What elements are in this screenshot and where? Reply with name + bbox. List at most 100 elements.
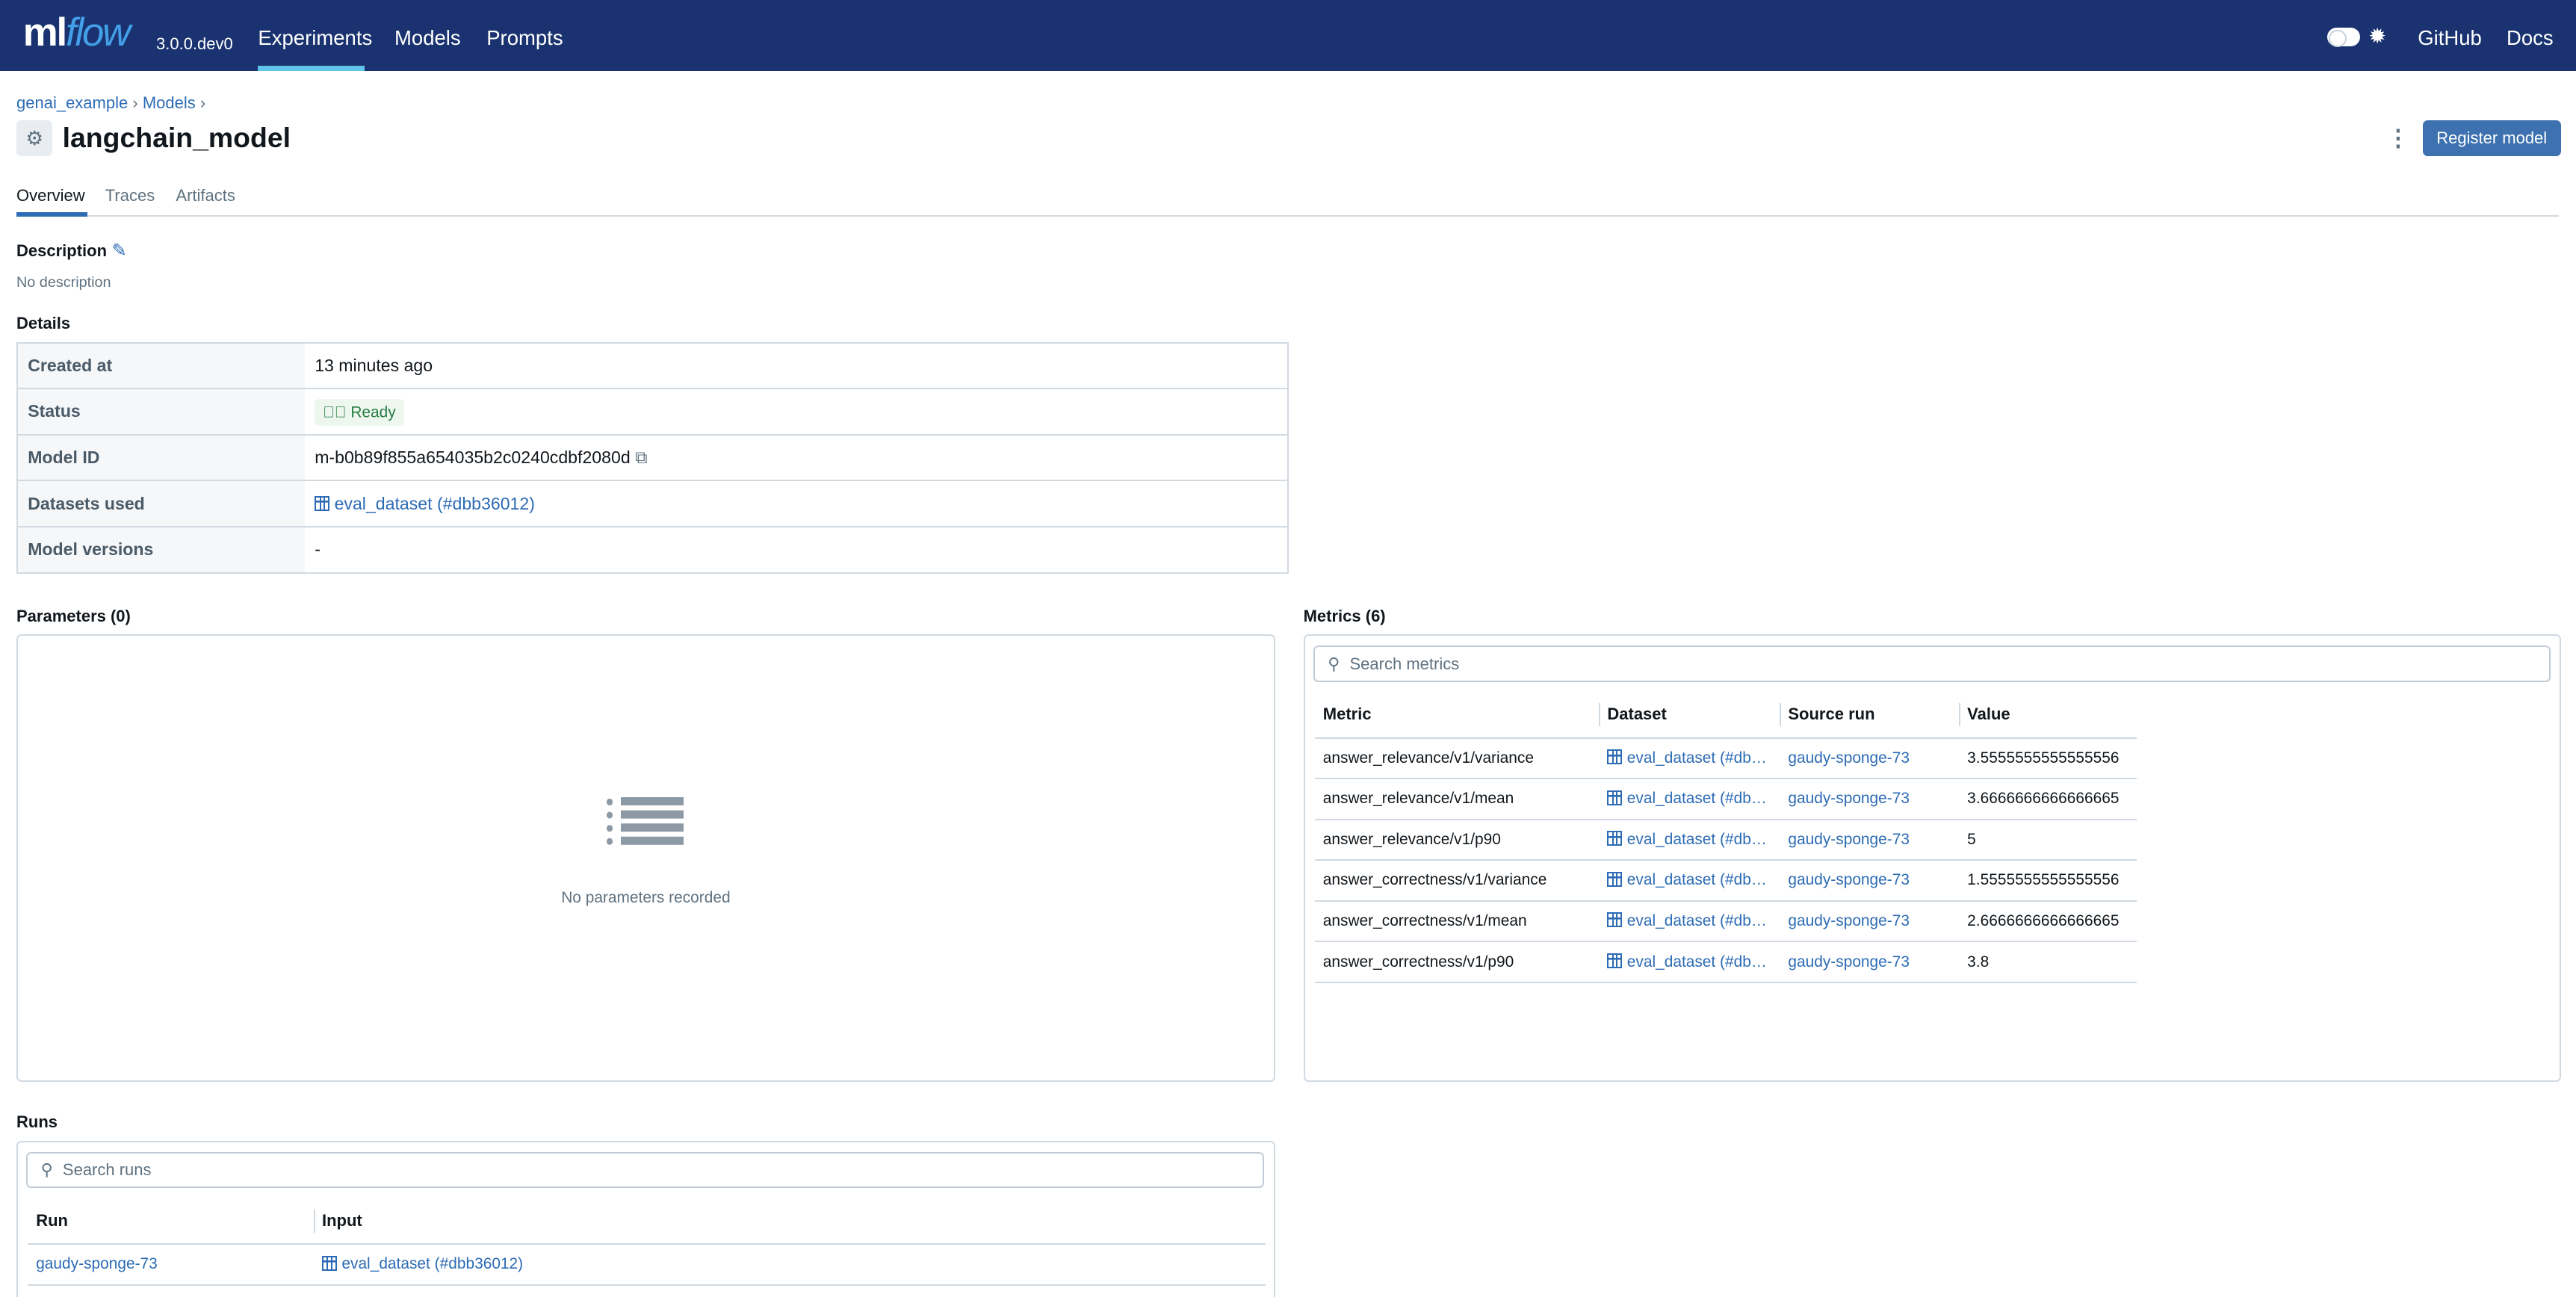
chevron-right-icon: › (132, 93, 143, 113)
source-run-link[interactable]: gaudy-sponge-73 (1780, 900, 1960, 943)
active-nav-indicator (258, 66, 365, 71)
col-dataset[interactable]: Dataset (1599, 691, 1780, 739)
metric-value: 3.5555555555555556 (1959, 737, 2137, 780)
search-placeholder: Search runs (62, 1160, 152, 1180)
metric-value: 3.8 (1959, 941, 2137, 983)
runs-heading: Runs (16, 1112, 58, 1132)
chevron-right-icon: › (199, 93, 206, 113)
table-row: answer_correctness/v1/variance eval_data… (1314, 860, 2137, 902)
metrics-table: Metric Dataset Source run Value answer_rele… (1314, 691, 2137, 983)
col-run[interactable]: Run (28, 1198, 314, 1245)
source-run-link[interactable]: gaudy-sponge-73 (1780, 819, 1960, 861)
table-row: answer_correctness/v1/p90 eval_dataset (… (1314, 941, 2137, 983)
metrics-heading: Metrics (6) (1303, 606, 1386, 625)
table-icon (1607, 749, 1623, 765)
details-table: Created at 13 minutes ago Status ✓⃝ Ready … (16, 341, 1289, 574)
col-input[interactable]: Input (313, 1198, 1266, 1245)
runs-panel: ⚲ Search runs Run Input gaudy-sponge-73 eva… (16, 1140, 1276, 1297)
details-row: Datasets used eval_dataset (#dbb36012) (17, 480, 1288, 527)
breadcrumb-experiment[interactable]: genai_example (16, 93, 129, 113)
parameters-heading: Parameters (0) (16, 606, 131, 625)
version-label: 3.0.0.dev0 (156, 34, 233, 54)
check-circle-icon: ✓⃝ (323, 403, 351, 421)
list-icon (606, 796, 686, 855)
source-run-link[interactable]: gaudy-sponge-73 (1780, 860, 1960, 902)
metric-name: answer_relevance/v1/variance (1314, 737, 1600, 780)
status-badge: ✓⃝ Ready (315, 398, 404, 427)
details-row: Model ID m-b0b89f855a654035b2c0240cdbf208… (17, 434, 1288, 482)
page-title: langchain_model (62, 121, 291, 153)
top-nav-bar (0, 0, 2576, 71)
table-icon (1607, 953, 1623, 968)
table-row: answer_relevance/v1/mean eval_dataset (#… (1314, 778, 2137, 820)
source-run-link[interactable]: gaudy-sponge-73 (1780, 778, 1960, 820)
tab-overview[interactable]: Overview (16, 185, 85, 205)
col-source-run[interactable]: Source run (1780, 691, 1960, 739)
dataset-link[interactable]: eval_dataset (#dbb36012) (1626, 790, 1780, 808)
sun-icon: ✹ (2368, 24, 2387, 49)
description-text: No description (16, 274, 111, 291)
nav-prompts[interactable]: Prompts (486, 26, 563, 50)
table-row: answer_relevance/v1/p90 eval_dataset (#d… (1314, 819, 2137, 861)
tab-artifacts[interactable]: Artifacts (176, 185, 235, 205)
search-icon: ⚲ (40, 1160, 53, 1180)
table-row: gaudy-sponge-73 eval_dataset (#dbb36012) (28, 1244, 1266, 1286)
table-row: answer_relevance/v1/variance eval_datase… (1314, 737, 2137, 780)
metric-value: 1.5555555555555556 (1959, 860, 2137, 902)
dataset-link[interactable]: eval_dataset (#dbb36012) (1626, 749, 1780, 767)
details-heading: Details (16, 314, 71, 333)
metric-value: 3.6666666666666665 (1959, 778, 2137, 820)
dataset-link[interactable]: eval_dataset (#dbb36012) (1626, 830, 1780, 848)
nav-experiments[interactable]: Experiments (258, 26, 373, 50)
register-model-button[interactable]: Register model (2422, 120, 2561, 156)
model-versions-value: - (315, 539, 321, 560)
detail-label: Model versions (17, 526, 305, 573)
mlflow-logo[interactable]: mlflow (22, 10, 131, 55)
breadcrumb: genai_example › Models › (16, 93, 205, 113)
search-placeholder: Search metrics (1349, 654, 1460, 673)
run-link[interactable]: gaudy-sponge-73 (28, 1244, 314, 1286)
table-icon (1607, 871, 1623, 887)
table-icon (315, 496, 329, 511)
table-row: answer_correctness/v1/mean eval_dataset … (1314, 900, 2137, 943)
col-value[interactable]: Value (1959, 691, 2137, 739)
docs-link[interactable]: Docs (2507, 26, 2554, 50)
created-at-value: 13 minutes ago (305, 342, 1288, 390)
dataset-link[interactable]: eval_dataset (#dbb36012) (1626, 871, 1780, 889)
theme-toggle[interactable] (2327, 28, 2361, 48)
metric-name: answer_correctness/v1/mean (1314, 900, 1600, 943)
copy-icon[interactable]: ⧉ (635, 448, 648, 468)
search-icon: ⚲ (1328, 654, 1340, 673)
metric-name: answer_correctness/v1/variance (1314, 860, 1600, 902)
table-icon (1607, 790, 1623, 805)
breadcrumb-models[interactable]: Models (142, 93, 196, 113)
model-icon: ⚙ (16, 120, 53, 156)
search-runs-input[interactable]: ⚲ Search runs (26, 1151, 1264, 1189)
metric-value: 5 (1959, 819, 2137, 861)
more-options-icon[interactable]: ⋮ (2386, 125, 2410, 152)
details-row: Model versions - (17, 526, 1288, 573)
github-link[interactable]: GitHub (2418, 26, 2482, 50)
dataset-link[interactable]: eval_dataset (#dbb36012) (341, 1255, 524, 1273)
detail-label: Status (17, 389, 305, 436)
tab-traces[interactable]: Traces (105, 185, 155, 205)
dataset-link[interactable]: eval_dataset (#dbb36012) (1626, 912, 1780, 930)
details-row: Created at 13 minutes ago (17, 342, 1288, 390)
active-tab-indicator (16, 211, 87, 217)
metrics-panel: ⚲ Search metrics Metric Dataset Source run V… (1303, 634, 2561, 1082)
source-run-link[interactable]: gaudy-sponge-73 (1780, 941, 1960, 983)
search-metrics-input[interactable]: ⚲ Search metrics (1313, 646, 2551, 682)
dataset-link[interactable]: eval_dataset (#dbb36012) (1626, 953, 1780, 971)
source-run-link[interactable]: gaudy-sponge-73 (1780, 737, 1960, 780)
edit-pencil-icon[interactable]: ✎ (111, 241, 127, 261)
status-text: Ready (350, 403, 396, 421)
detail-label: Created at (17, 342, 305, 390)
col-metric[interactable]: Metric (1314, 691, 1600, 739)
metric-value: 2.6666666666666665 (1959, 900, 2137, 943)
parameters-panel: No parameters recorded (16, 634, 1276, 1082)
metric-name: answer_correctness/v1/p90 (1314, 941, 1600, 983)
nav-models[interactable]: Models (394, 26, 461, 50)
detail-label: Model ID (17, 434, 305, 482)
metric-name: answer_relevance/v1/p90 (1314, 819, 1600, 861)
dataset-link[interactable]: eval_dataset (#dbb36012) (334, 493, 535, 513)
